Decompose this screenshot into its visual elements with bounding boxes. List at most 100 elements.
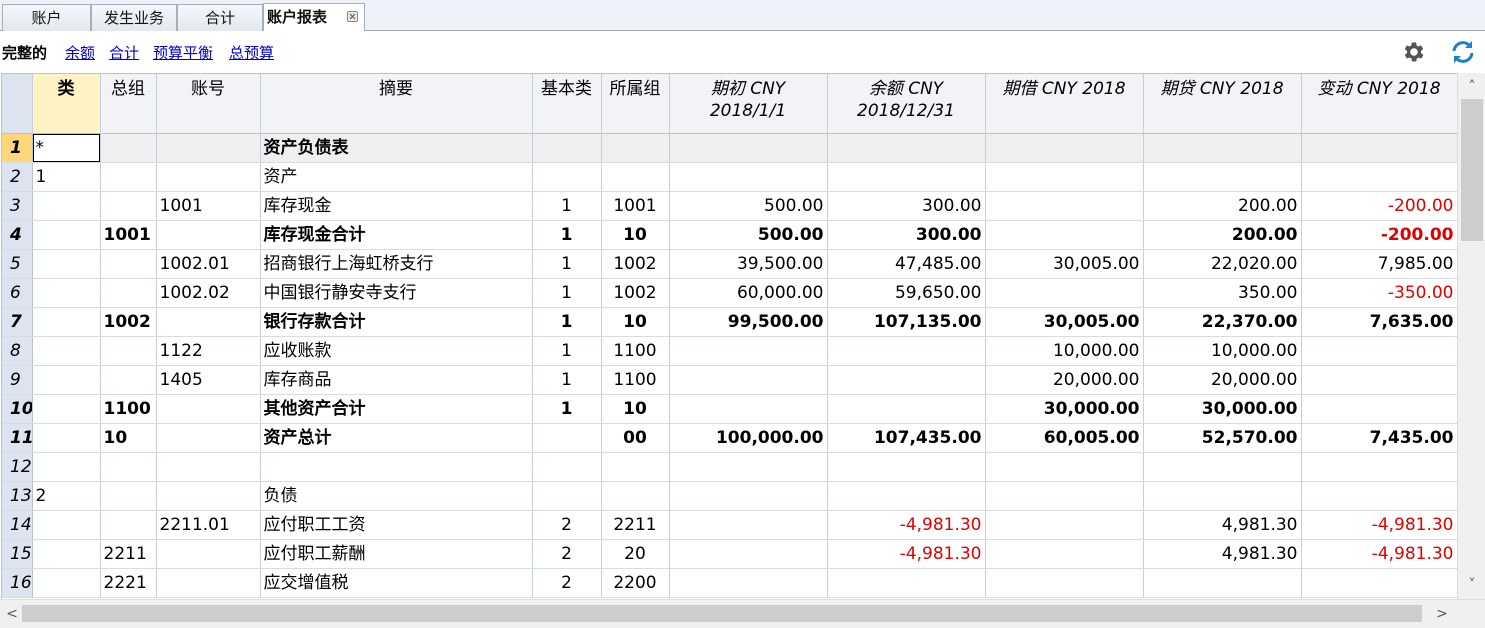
column-header-period-credit[interactable]: 期贷 CNY 2018	[1143, 74, 1302, 134]
cell-class[interactable]	[32, 452, 101, 482]
cell-base-class[interactable]: 2	[532, 568, 602, 598]
column-header-period-debit[interactable]: 期借 CNY 2018	[985, 74, 1144, 134]
cell-change[interactable]: 7,635.00	[1301, 307, 1457, 337]
view-link-balance[interactable]: 余额	[65, 44, 96, 62]
view-link-total-budget[interactable]: 总预算	[229, 44, 275, 62]
cell-opening-balance[interactable]: 100,000.00	[669, 423, 828, 453]
cell-class[interactable]: 1	[32, 162, 101, 192]
column-header-account[interactable]: 账号	[156, 74, 261, 134]
row-number[interactable]: 16	[2, 568, 33, 598]
cell-period-credit[interactable]: 200.00	[1143, 220, 1302, 250]
cell-balance[interactable]	[827, 336, 986, 366]
cell-group[interactable]	[100, 249, 157, 279]
cell-period-debit[interactable]	[985, 539, 1144, 569]
cell-change[interactable]	[1301, 133, 1457, 163]
cell-base-class[interactable]	[532, 162, 602, 192]
cell-period-credit[interactable]	[1143, 133, 1302, 163]
column-header-group[interactable]: 总组	[100, 74, 157, 134]
horizontal-scrollbar[interactable]: < >	[0, 599, 1485, 628]
cell-change[interactable]: -200.00	[1301, 220, 1457, 250]
cell-opening-balance[interactable]	[669, 162, 828, 192]
refresh-icon[interactable]	[1449, 39, 1477, 65]
cell-belongs-to-group[interactable]: 10	[601, 394, 670, 424]
cell-class[interactable]	[32, 220, 101, 250]
cell-description[interactable]: 资产总计	[260, 423, 533, 453]
cell-change[interactable]	[1301, 394, 1457, 424]
table-row[interactable]: 8 1122 应收账款 1 1100 10,000.00 10,000.00	[2, 336, 1457, 366]
cell-balance[interactable]: 107,435.00	[827, 423, 986, 453]
cell-balance[interactable]	[827, 394, 986, 424]
cell-period-credit[interactable]: 22,370.00	[1143, 307, 1302, 337]
tab-accounts[interactable]: 账户	[2, 4, 91, 31]
cell-account[interactable]: 1405	[156, 365, 261, 395]
cell-description[interactable]: 负债	[260, 481, 533, 511]
cell-description[interactable]: 招商银行上海虹桥支行	[260, 249, 533, 279]
cell-description[interactable]: 库存商品	[260, 365, 533, 395]
scroll-thumb[interactable]	[1461, 99, 1483, 241]
row-number[interactable]: 6	[2, 278, 33, 308]
cell-balance[interactable]	[827, 133, 986, 163]
table-row[interactable]: 11 10 资产总计 00 100,000.00 107,435.00 60,005.00 5…	[2, 423, 1457, 453]
cell-description[interactable]: 应交增值税	[260, 568, 533, 598]
cell-period-debit[interactable]	[985, 452, 1144, 482]
cell-period-credit[interactable]: 350.00	[1143, 278, 1302, 308]
table-row[interactable]: 10 1100 其他资产合计 1 10 30,000.00 30,000.00	[2, 394, 1457, 424]
cell-group[interactable]	[100, 510, 157, 540]
cell-class[interactable]	[32, 336, 101, 366]
column-header-change[interactable]: 变动 CNY 2018	[1301, 74, 1457, 134]
cell-balance[interactable]: 59,650.00	[827, 278, 986, 308]
cell-opening-balance[interactable]: 99,500.00	[669, 307, 828, 337]
cell-opening-balance[interactable]	[669, 336, 828, 366]
view-link-budget-balance[interactable]: 预算平衡	[153, 44, 214, 62]
cell-balance[interactable]	[827, 162, 986, 192]
cell-belongs-to-group[interactable]	[601, 162, 670, 192]
cell-change[interactable]: -4,981.30	[1301, 539, 1457, 569]
row-number[interactable]: 12	[2, 452, 33, 482]
cell-class[interactable]: 2	[32, 481, 101, 511]
cell-period-debit[interactable]	[985, 278, 1144, 308]
cell-base-class[interactable]: 2	[532, 510, 602, 540]
scroll-up-icon[interactable]: ˄	[1468, 79, 1476, 95]
cell-period-debit[interactable]	[985, 481, 1144, 511]
cell-balance[interactable]	[827, 568, 986, 598]
cell-period-credit[interactable]: 10,000.00	[1143, 336, 1302, 366]
row-number[interactable]: 10	[2, 394, 33, 424]
cell-base-class[interactable]: 1	[532, 278, 602, 308]
cell-period-credit[interactable]: 200.00	[1143, 191, 1302, 221]
cell-opening-balance[interactable]	[669, 133, 828, 163]
cell-base-class[interactable]: 1	[532, 336, 602, 366]
cell-class[interactable]	[32, 278, 101, 308]
cell-period-credit[interactable]: 52,570.00	[1143, 423, 1302, 453]
cell-group[interactable]	[100, 336, 157, 366]
table-row[interactable]: 7 1002 银行存款合计 1 10 99,500.00 107,135.00 30,005.…	[2, 307, 1457, 337]
cell-description[interactable]: 资产负债表	[260, 133, 533, 163]
cell-opening-balance[interactable]	[669, 452, 828, 482]
cell-class[interactable]	[32, 307, 101, 337]
scroll-left-icon[interactable]: <	[6, 606, 18, 622]
cell-class[interactable]	[32, 191, 101, 221]
cell-period-debit[interactable]: 30,000.00	[985, 394, 1144, 424]
cell-account[interactable]	[156, 539, 261, 569]
cell-description[interactable]: 资产	[260, 162, 533, 192]
cell-belongs-to-group[interactable]: 10	[601, 220, 670, 250]
row-number[interactable]: 8	[2, 336, 33, 366]
table-row[interactable]: 16 2221 应交增值税 2 2200	[2, 568, 1457, 598]
cell-balance[interactable]: 47,485.00	[827, 249, 986, 279]
cell-balance[interactable]: 107,135.00	[827, 307, 986, 337]
cell-balance[interactable]	[827, 365, 986, 395]
cell-period-debit[interactable]: 30,005.00	[985, 307, 1144, 337]
cell-base-class[interactable]	[532, 133, 602, 163]
cell-change[interactable]: -200.00	[1301, 191, 1457, 221]
row-number[interactable]: 3	[2, 191, 33, 221]
cell-period-credit[interactable]: 4,981.30	[1143, 539, 1302, 569]
cell-opening-balance[interactable]	[669, 539, 828, 569]
cell-base-class[interactable]: 1	[532, 394, 602, 424]
scroll-right-icon[interactable]: >	[1436, 606, 1448, 622]
cell-opening-balance[interactable]	[669, 394, 828, 424]
cell-class[interactable]	[32, 394, 101, 424]
tab-totals[interactable]: 合计	[177, 4, 263, 31]
cell-period-credit[interactable]: 22,020.00	[1143, 249, 1302, 279]
cell-account[interactable]	[156, 133, 261, 163]
cell-period-debit[interactable]	[985, 568, 1144, 598]
cell-opening-balance[interactable]	[669, 481, 828, 511]
